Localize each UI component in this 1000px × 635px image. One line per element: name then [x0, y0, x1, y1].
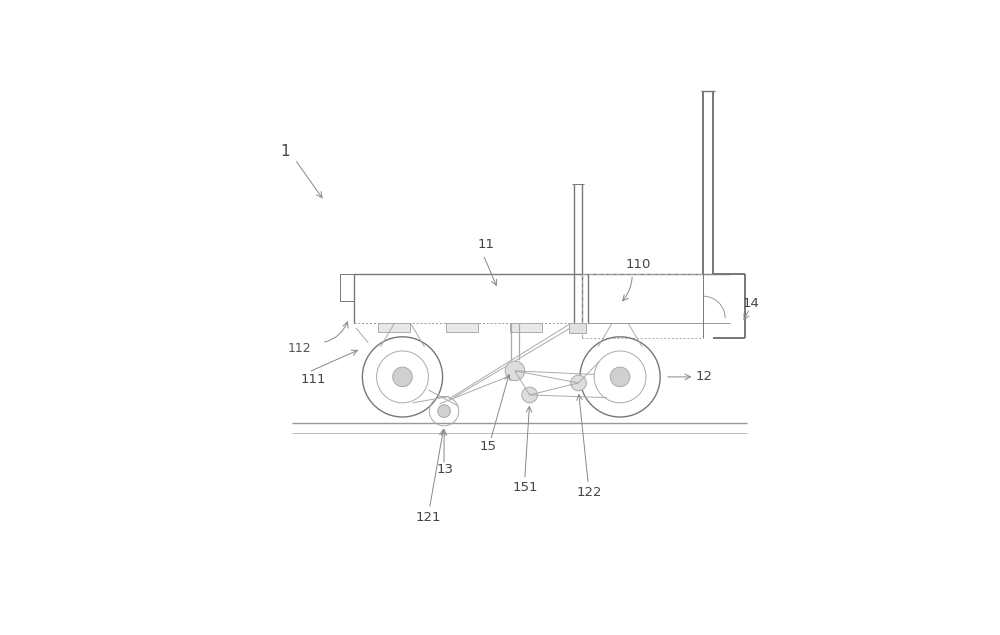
Circle shape: [393, 367, 412, 387]
Text: 11: 11: [477, 238, 494, 251]
Circle shape: [438, 404, 450, 417]
Text: 122: 122: [577, 486, 602, 499]
Bar: [378, 323, 410, 332]
Text: 14: 14: [742, 297, 759, 310]
Circle shape: [522, 387, 537, 403]
Circle shape: [610, 367, 630, 387]
Text: 15: 15: [480, 440, 497, 453]
Text: 111: 111: [301, 373, 326, 386]
Bar: [569, 323, 586, 333]
Text: 151: 151: [513, 481, 538, 495]
Text: 110: 110: [626, 258, 651, 271]
Bar: [446, 323, 478, 332]
Circle shape: [571, 375, 586, 391]
Bar: [510, 323, 542, 332]
Bar: [340, 274, 354, 301]
Text: 112: 112: [288, 342, 312, 356]
Text: 121: 121: [416, 511, 441, 524]
Text: 13: 13: [437, 464, 454, 476]
Circle shape: [505, 361, 525, 380]
Text: 1: 1: [280, 145, 290, 159]
Text: 12: 12: [696, 370, 713, 384]
